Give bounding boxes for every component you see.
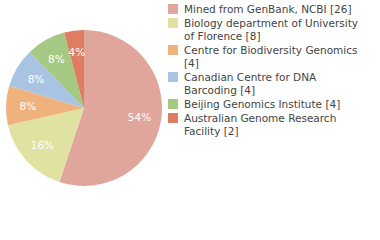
svg-text:8%: 8% (28, 73, 45, 85)
html-text:Mined from GenBank, NCBI [26]: Mined from GenBank, NCBI [26] (184, 3, 352, 15)
html-text:Centre for Biodiversity Genomi: Centre for Biodiversity Genomics [4] (184, 44, 358, 69)
html-text:Canadian Centre for DNA Barcod: Canadian Centre for DNA Barcoding [4] (184, 71, 317, 96)
svg-text:8%: 8% (48, 53, 65, 65)
html-text:Australian Genome Research Fac: Australian Genome Research Facility [2] (184, 112, 337, 137)
svg-text:54%: 54% (128, 111, 151, 123)
html-text:Biology department of Universi: Biology department of University of Flor… (184, 17, 358, 42)
html-text:Beijing Genomics Institute [4]: Beijing Genomics Institute [4] (184, 98, 341, 110)
svg-text:16%: 16% (31, 139, 54, 151)
svg-text:4%: 4% (68, 46, 85, 58)
svg-text:8%: 8% (20, 100, 37, 112)
